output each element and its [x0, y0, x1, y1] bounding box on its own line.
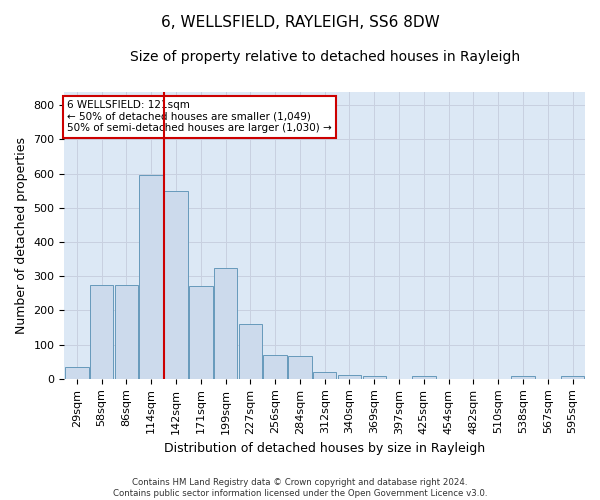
Bar	[65, 367, 89, 379]
Bar	[115, 285, 138, 379]
Bar	[239, 324, 262, 379]
Text: Contains HM Land Registry data © Crown copyright and database right 2024.
Contai: Contains HM Land Registry data © Crown c…	[113, 478, 487, 498]
Bar	[90, 285, 113, 379]
Bar	[214, 268, 238, 379]
Bar	[362, 376, 386, 379]
Bar	[313, 372, 337, 379]
Bar	[263, 355, 287, 379]
Bar	[412, 376, 436, 379]
X-axis label: Distribution of detached houses by size in Rayleigh: Distribution of detached houses by size …	[164, 442, 485, 455]
Bar	[189, 286, 212, 379]
Bar	[164, 190, 188, 379]
Text: 6, WELLSFIELD, RAYLEIGH, SS6 8DW: 6, WELLSFIELD, RAYLEIGH, SS6 8DW	[161, 15, 439, 30]
Y-axis label: Number of detached properties: Number of detached properties	[15, 136, 28, 334]
Bar	[139, 176, 163, 379]
Bar	[288, 356, 311, 379]
Bar	[561, 376, 584, 379]
Bar	[338, 376, 361, 379]
Bar	[511, 376, 535, 379]
Text: 6 WELLSFIELD: 121sqm
← 50% of detached houses are smaller (1,049)
50% of semi-de: 6 WELLSFIELD: 121sqm ← 50% of detached h…	[67, 100, 332, 134]
Title: Size of property relative to detached houses in Rayleigh: Size of property relative to detached ho…	[130, 50, 520, 64]
